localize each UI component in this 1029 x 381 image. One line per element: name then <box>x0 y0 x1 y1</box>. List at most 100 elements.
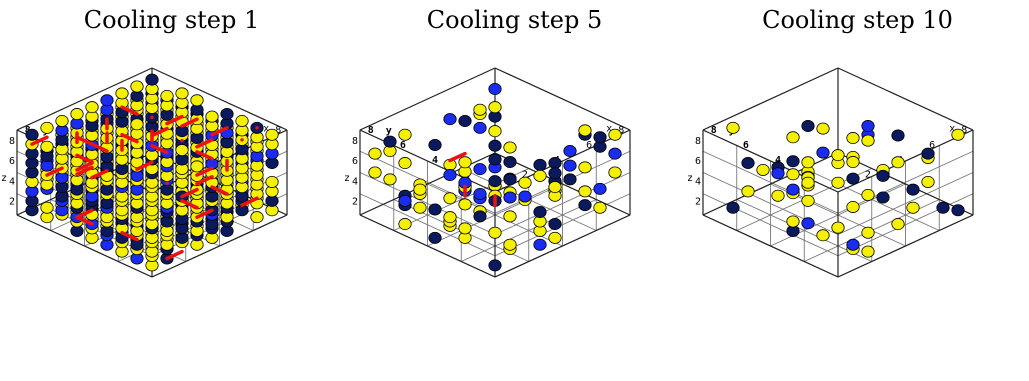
site-sphere <box>816 122 830 135</box>
path-segment <box>150 143 169 155</box>
x-axis-name: x <box>949 124 955 135</box>
site-sphere <box>488 226 502 239</box>
panel-title: Cooling step 10 <box>762 6 953 34</box>
site-sphere <box>726 121 740 134</box>
site-sphere <box>831 149 845 162</box>
site-sphere <box>175 87 189 100</box>
site-sphere <box>85 101 99 114</box>
site-sphere <box>488 83 502 96</box>
site-sphere <box>801 156 815 169</box>
site-sphere <box>846 132 860 145</box>
site-sphere <box>398 128 412 141</box>
site-sphere <box>593 182 607 195</box>
site-sphere <box>190 160 204 173</box>
path-segment <box>75 161 94 172</box>
x-tick-label: 6 <box>586 140 592 151</box>
site-sphere <box>175 144 189 157</box>
site-sphere <box>786 168 800 181</box>
site-sphere <box>488 125 502 138</box>
site-sphere <box>100 94 114 107</box>
site-sphere <box>831 176 845 189</box>
x-axis-name: x <box>263 124 269 135</box>
site-sphere <box>443 169 457 182</box>
z-tick-label: 6 <box>9 156 15 167</box>
site-sphere <box>876 169 890 182</box>
y-tick-label: 6 <box>400 140 406 151</box>
panel-cooling-step-10: Cooling step 10 246824682468xyz <box>686 0 1029 381</box>
site-sphere <box>861 134 875 147</box>
site-sphere <box>413 183 427 196</box>
site-sphere <box>428 231 442 244</box>
site-sphere <box>771 189 785 202</box>
y-tick-label: 4 <box>775 155 781 166</box>
site-sphere <box>548 231 562 244</box>
site-sphere <box>40 201 54 214</box>
path-segment <box>30 135 49 146</box>
site-sphere <box>398 194 412 207</box>
site-sphere <box>130 80 144 93</box>
x-tick-label: 8 <box>618 125 624 136</box>
site-sphere <box>443 192 457 205</box>
site-sphere <box>608 147 622 160</box>
site-sphere <box>741 185 755 198</box>
site-sphere <box>443 211 457 224</box>
site-sphere <box>548 181 562 194</box>
site-sphere <box>608 128 622 141</box>
site-sphere <box>921 175 935 188</box>
site-sphere <box>951 128 965 141</box>
site-sphere <box>428 203 442 216</box>
path-segment <box>180 117 199 128</box>
y-axis-name: y <box>386 126 392 137</box>
path-segment <box>210 185 229 196</box>
site-sphere <box>160 89 174 102</box>
site-sphere <box>488 175 502 188</box>
site-sphere <box>756 163 770 176</box>
site-sphere <box>786 215 800 228</box>
site-sphere <box>563 173 577 186</box>
site-sphere <box>503 210 517 223</box>
y-tick-label: 8 <box>711 125 717 136</box>
site-sphere <box>473 121 487 134</box>
y-tick-label: 4 <box>432 155 438 166</box>
red-path <box>30 105 259 261</box>
path-segment <box>165 114 184 126</box>
path-segment <box>150 126 169 138</box>
site-sphere <box>533 158 547 171</box>
site-sphere <box>473 163 487 176</box>
site-sphere <box>593 131 607 144</box>
site-sphere <box>861 245 875 258</box>
site-sphere <box>503 173 517 186</box>
site-sphere <box>563 159 577 172</box>
site-sphere <box>115 87 129 100</box>
axis-labels: 246824682468xyz <box>687 124 967 208</box>
site-sphere <box>488 153 502 166</box>
z-tick-label: 8 <box>352 136 358 147</box>
site-sphere <box>891 218 905 231</box>
site-sphere <box>786 131 800 144</box>
path-segment <box>195 208 214 219</box>
site-sphere <box>906 183 920 196</box>
site-sphere <box>921 147 935 160</box>
path-segment <box>75 215 94 226</box>
y-tick-label: 8 <box>368 125 374 136</box>
site-sphere <box>55 114 69 127</box>
site-sphere <box>473 103 487 116</box>
site-sphere <box>503 238 517 251</box>
path-segment <box>195 150 214 161</box>
site-spheres <box>368 83 622 272</box>
site-sphere <box>518 190 532 203</box>
lattice-plot: 246824682468xyz <box>1 67 288 278</box>
site-sphere <box>906 201 920 214</box>
site-sphere <box>145 73 159 86</box>
site-sphere <box>383 173 397 186</box>
path-segment <box>195 175 214 186</box>
site-sphere <box>368 166 382 179</box>
path-segment <box>195 138 214 149</box>
site-sphere <box>503 141 517 154</box>
path-segment <box>75 208 94 219</box>
y-tick-label: 6 <box>743 140 749 151</box>
site-sphere <box>563 145 577 158</box>
panel-cooling-step-1: Cooling step 1 246824682468xyz <box>0 0 343 381</box>
z-tick-label: 8 <box>695 136 701 147</box>
z-tick-label: 6 <box>695 156 701 167</box>
